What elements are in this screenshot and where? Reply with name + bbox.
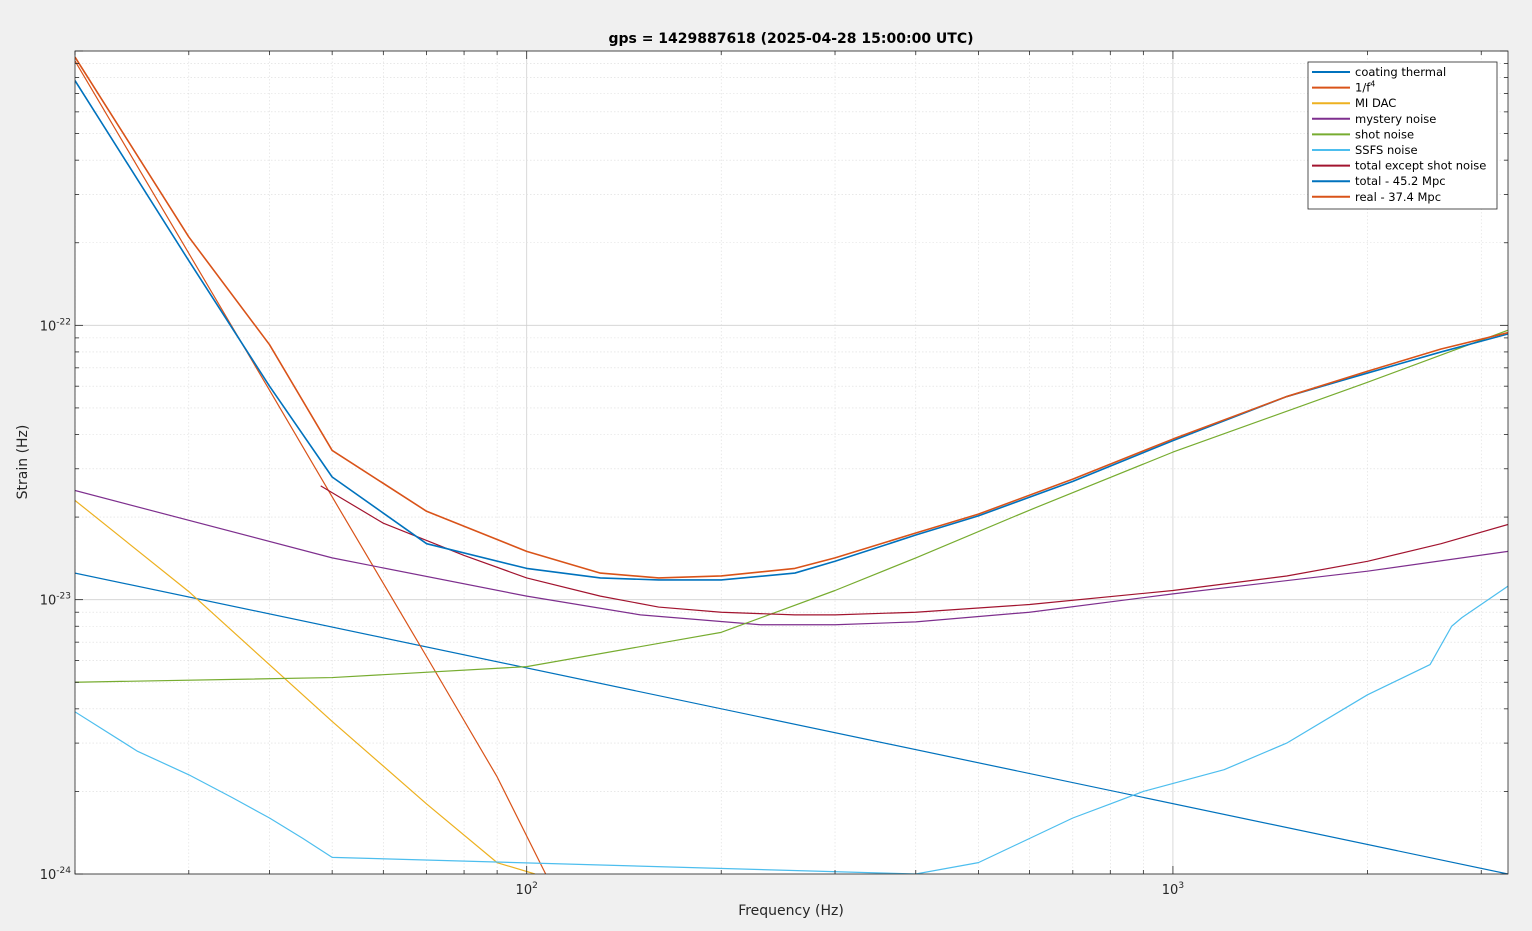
legend-entry: MI DAC [1355, 96, 1396, 110]
legend-entry: coating thermal [1355, 65, 1446, 79]
legend-entry: real - 37.4 Mpc [1355, 190, 1441, 204]
legend-entry: total except shot noise [1355, 159, 1486, 173]
chart-title: gps = 1429887618 (2025-04-28 15:00:00 UT… [608, 31, 973, 47]
plot-frame [74, 50, 1509, 875]
y-tick-label: 10-23 [40, 592, 71, 609]
legend-entry: shot noise [1355, 127, 1414, 141]
series-line-ssfs-noise [75, 585, 1508, 874]
x-axis-label: Frequency (Hz) [738, 903, 844, 919]
series-line-coating-thermal [75, 572, 1508, 874]
grid [74, 50, 1508, 875]
legend-entry: mystery noise [1355, 112, 1436, 126]
legend-entry: SSFS noise [1355, 143, 1418, 157]
series-line-mystery-noise [75, 489, 1508, 626]
legend-entry: total - 45.2 Mpc [1355, 174, 1446, 188]
x-tick-label: 103 [1162, 881, 1184, 898]
series-layer [75, 56, 1508, 874]
y-axis-label: Strain (Hz) [15, 425, 31, 500]
legend-entry: 1/f4 [1355, 80, 1375, 95]
series-line-total-except-shot-noise [320, 485, 1508, 616]
series-line-shot-noise [75, 329, 1508, 683]
legend-box [1307, 61, 1498, 210]
series-line-real-37-4-mpc [75, 56, 1508, 579]
ticks: 102 103 10-24 10-23 10-22 [40, 50, 1508, 898]
series-line-1-f4 [75, 60, 547, 874]
y-tick-label: 10-24 [40, 866, 72, 883]
plot-area [75, 51, 1508, 874]
series-line-mi-dac [75, 499, 536, 874]
y-tick-label: 10-22 [40, 317, 71, 334]
x-tick-label: 102 [516, 881, 538, 898]
